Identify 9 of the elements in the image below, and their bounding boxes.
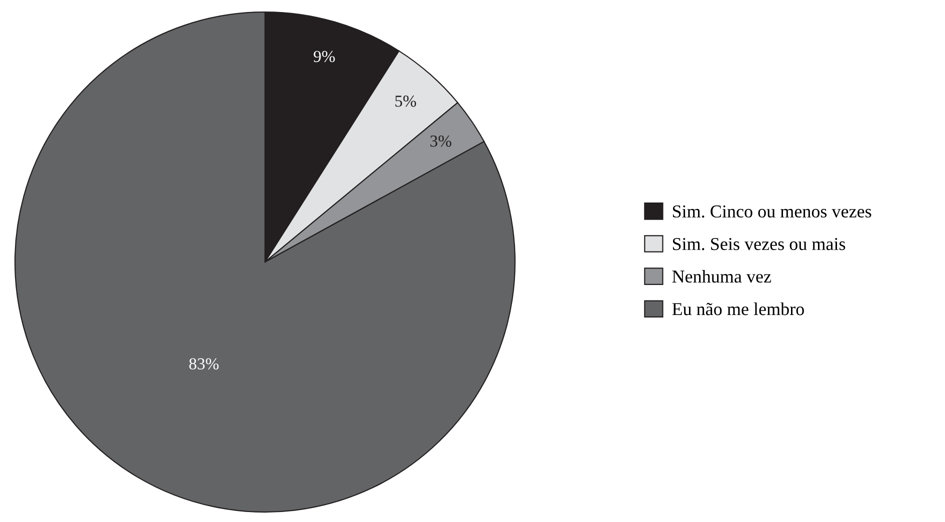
data-label: 3% [430, 135, 452, 147]
legend-label: Nenhuma vez [672, 270, 772, 283]
data-label: 83% [189, 358, 219, 370]
data-label: 5% [395, 96, 416, 107]
legend-label: Sim. Seis vezes ou mais [672, 238, 846, 250]
pie-slice [14, 11, 516, 513]
legend-label: Sim. Cinco ou menos vezes [672, 205, 872, 218]
legend-label: Eu não me lembro [672, 302, 804, 316]
data-label: 9% [314, 50, 335, 62]
